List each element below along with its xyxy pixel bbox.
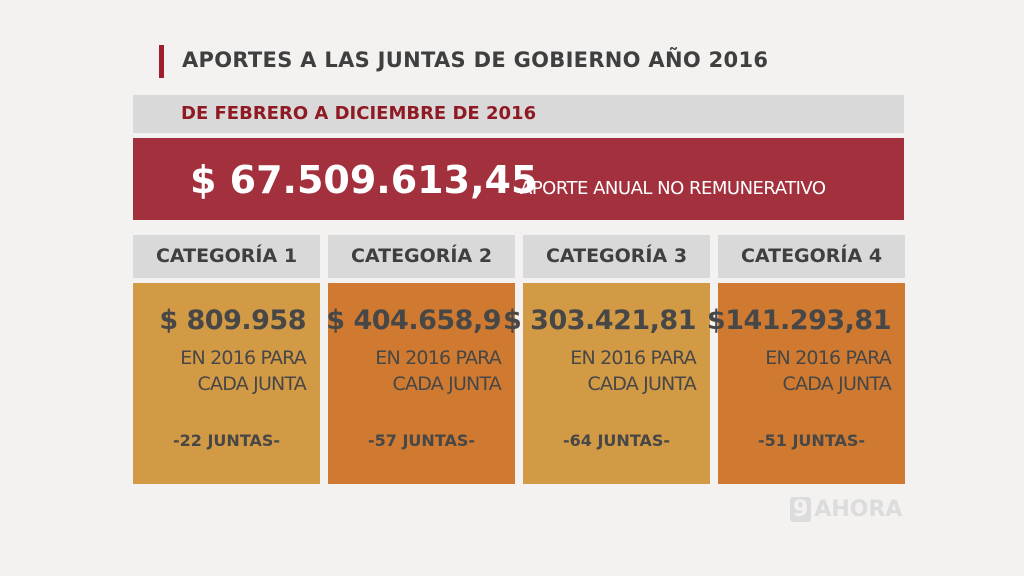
juntas-count: -51 JUNTAS- <box>758 431 866 450</box>
description-line: EN 2016 PARA <box>765 347 892 369</box>
description-line: CADA JUNTA <box>782 373 892 395</box>
category-card: $141.293,81 EN 2016 PARA CADA JUNTA -51 J… <box>707 283 905 484</box>
title-accent-bar <box>159 45 164 78</box>
channel-logo: 9 AHORA <box>790 497 902 522</box>
category-header: CATEGORÍA 4 <box>718 235 905 278</box>
category-amount: $ 404.658,9 <box>326 305 501 336</box>
category-header: CATEGORÍA 3 <box>523 235 710 278</box>
category-amount: $141.293,81 <box>706 305 892 336</box>
page-title: APORTES A LAS JUNTAS DE GOBIERNO AÑO 201… <box>182 48 769 72</box>
category-card: $ 404.658,9 EN 2016 PARA CADA JUNTA -57 J… <box>326 283 515 484</box>
subtitle-band: DE FEBRERO A DICIEMBRE DE 2016 <box>133 95 904 133</box>
category-amount: $ 809.958 <box>159 305 306 336</box>
category-description: EN 2016 PARA CADA JUNTA <box>331 345 502 397</box>
total-band: $ 67.509.613,45 APORTE ANUAL NO REMUNERA… <box>133 138 904 220</box>
category-header: CATEGORÍA 2 <box>328 235 515 278</box>
category-amount: $ 303.421,81 <box>503 305 697 336</box>
category-header: CATEGORÍA 1 <box>133 235 320 278</box>
description-line: EN 2016 PARA <box>180 347 307 369</box>
description-line: CADA JUNTA <box>197 373 307 395</box>
logo-text: AHORA <box>814 497 903 522</box>
category-description: EN 2016 PARA CADA JUNTA <box>136 345 307 397</box>
juntas-count: -64 JUNTAS- <box>563 431 671 450</box>
description-line: CADA JUNTA <box>392 373 502 395</box>
description-line: EN 2016 PARA <box>570 347 697 369</box>
category-description: EN 2016 PARA CADA JUNTA <box>721 345 892 397</box>
category-card: $ 809.958 EN 2016 PARA CADA JUNTA -22 JUN… <box>133 283 320 484</box>
juntas-count: -22 JUNTAS- <box>173 431 281 450</box>
category-card: $ 303.421,81 EN 2016 PARA CADA JUNTA -64 … <box>503 283 710 484</box>
description-line: EN 2016 PARA <box>375 347 502 369</box>
subtitle: DE FEBRERO A DICIEMBRE DE 2016 <box>181 103 537 124</box>
category-description: EN 2016 PARA CADA JUNTA <box>526 345 697 397</box>
logo-number: 9 <box>790 497 812 522</box>
juntas-count: -57 JUNTAS- <box>368 431 476 450</box>
description-line: CADA JUNTA <box>587 373 697 395</box>
total-label: APORTE ANUAL NO REMUNERATIVO <box>520 178 826 199</box>
total-amount: $ 67.509.613,45 <box>190 158 538 202</box>
